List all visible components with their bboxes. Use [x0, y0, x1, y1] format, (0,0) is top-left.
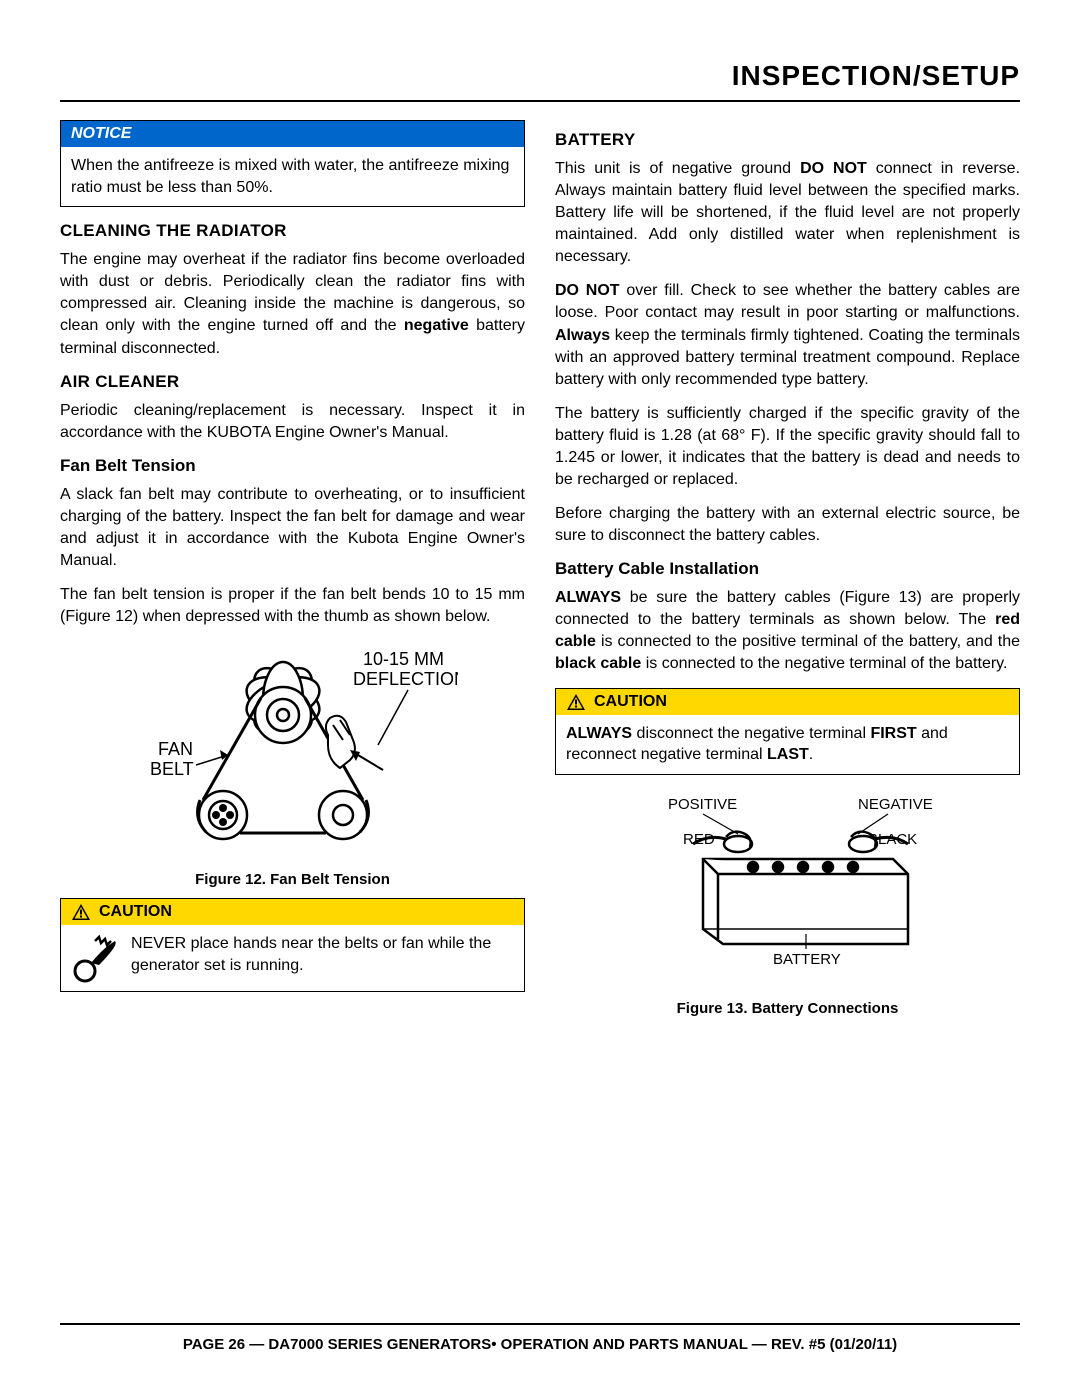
text: This unit is of negative ground	[555, 160, 800, 177]
text: keep the terminals firmly tightened. Coa…	[555, 327, 1020, 388]
caution-body-fan: NEVER place hands near the belts or fan …	[61, 925, 524, 991]
caution-label: CAUTION	[594, 693, 667, 711]
two-column-layout: NOTICE When the antifreeze is mixed with…	[60, 120, 1020, 1027]
text: is connected to the positive terminal of…	[596, 633, 1020, 650]
caution-box-battery: CAUTION ALWAYS disconnect the negative t…	[555, 688, 1020, 775]
text: disconnect the negative terminal	[632, 725, 870, 742]
fan-belt-diagram: 10-15 MM DEFLECTION FAN BELT	[128, 640, 458, 860]
text: over fill. Check to see whether the batt…	[555, 282, 1020, 321]
heading-battery: BATTERY	[555, 130, 1020, 150]
header-rule	[60, 100, 1020, 102]
notice-body: When the antifreeze is mixed with water,…	[61, 147, 524, 206]
caution-header-fan: CAUTION	[61, 899, 524, 925]
text: is connected to the negative terminal of…	[641, 655, 1007, 672]
air-paragraph: Periodic cleaning/replacement is necessa…	[60, 400, 525, 444]
caution-box-fan: CAUTION NEVER place hands near the belts…	[60, 898, 525, 992]
figure-13-caption: Figure 13. Battery Connections	[555, 1000, 1020, 1017]
install-p1: ALWAYS be sure the battery cables (Figur…	[555, 587, 1020, 675]
fanbelt-label-2: BELT	[150, 759, 194, 779]
battery-p4: Before charging the battery with an exte…	[555, 503, 1020, 547]
text: be sure the battery cables (Figure 13) a…	[555, 589, 1020, 628]
caution-header-battery: CAUTION	[556, 689, 1019, 715]
deflection-label-2: DEFLECTION	[353, 669, 458, 689]
bold: FIRST	[870, 725, 916, 742]
bold: LAST	[767, 746, 809, 763]
footer-text: PAGE 26 — DA7000 SERIES GENERATORS• OPER…	[60, 1336, 1020, 1353]
caution-text: ALWAYS disconnect the negative terminal …	[566, 723, 1009, 766]
positive-label: POSITIVE	[668, 796, 737, 813]
battery-p2: DO NOT over fill. Check to see whether t…	[555, 280, 1020, 390]
heading-cleaning-radiator: CLEANING THE RADIATOR	[60, 221, 525, 241]
hand-hazard-icon	[71, 933, 121, 983]
fan-p1: A slack fan belt may contribute to overh…	[60, 484, 525, 572]
battery-diagram: POSITIVE NEGATIVE RED BLACK	[608, 789, 968, 989]
deflection-label-1: 10-15 MM	[363, 649, 444, 669]
right-column: BATTERY This unit is of negative ground …	[555, 120, 1020, 1027]
caution-body-battery: ALWAYS disconnect the negative terminal …	[556, 715, 1019, 774]
heading-battery-cable: Battery Cable Installation	[555, 559, 1020, 579]
fan-p2: The fan belt tension is proper if the fa…	[60, 584, 525, 628]
warning-triangle-icon	[71, 903, 91, 921]
text: .	[809, 746, 813, 763]
caution-text: NEVER place hands near the belts or fan …	[131, 933, 514, 976]
heading-air-cleaner: AIR CLEANER	[60, 372, 525, 392]
warning-triangle-icon	[566, 693, 586, 711]
footer-rule	[60, 1323, 1020, 1325]
page-header-title: INSPECTION/SETUP	[60, 60, 1020, 92]
notice-box: NOTICE When the antifreeze is mixed with…	[60, 120, 525, 207]
left-column: NOTICE When the antifreeze is mixed with…	[60, 120, 525, 1027]
bold-donot2: DO NOT	[555, 282, 620, 299]
battery-label: BATTERY	[773, 951, 841, 968]
battery-p3: The battery is sufficiently charged if t…	[555, 403, 1020, 491]
notice-header: NOTICE	[61, 121, 524, 147]
bold-negative: negative	[404, 317, 469, 334]
heading-fan-belt: Fan Belt Tension	[60, 456, 525, 476]
bold-always2: ALWAYS	[555, 589, 621, 606]
bold-always: Always	[555, 327, 610, 344]
figure-12-caption: Figure 12. Fan Belt Tension	[60, 871, 525, 888]
bold-donot: DO NOT	[800, 160, 867, 177]
negative-label: NEGATIVE	[858, 796, 933, 813]
fanbelt-label-1: FAN	[158, 739, 193, 759]
bold: ALWAYS	[566, 725, 632, 742]
cleaning-paragraph: The engine may overheat if the radiator …	[60, 249, 525, 359]
battery-p1: This unit is of negative ground DO NOT c…	[555, 158, 1020, 268]
caution-label: CAUTION	[99, 903, 172, 921]
bold-black: black cable	[555, 655, 641, 672]
figure-12-fan-belt: 10-15 MM DEFLECTION FAN BELT	[60, 640, 525, 865]
figure-13-battery: POSITIVE NEGATIVE RED BLACK	[555, 789, 1020, 994]
